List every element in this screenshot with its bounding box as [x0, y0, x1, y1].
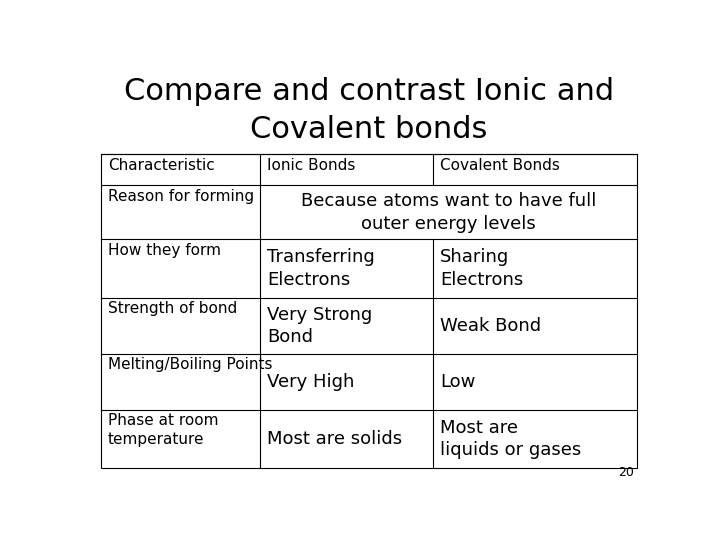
Bar: [101, 154, 636, 468]
Text: Sharing
Electrons: Sharing Electrons: [440, 248, 523, 289]
Text: Very High: Very High: [267, 373, 354, 391]
Text: Characteristic: Characteristic: [108, 158, 215, 172]
Text: Compare and contrast Ionic and
Covalent bonds: Compare and contrast Ionic and Covalent …: [124, 77, 614, 145]
Text: Low: Low: [440, 373, 475, 391]
Text: How they form: How they form: [108, 243, 221, 258]
Text: Covalent Bonds: Covalent Bonds: [440, 158, 559, 172]
Text: Ionic Bonds: Ionic Bonds: [267, 158, 355, 172]
Text: Most are
liquids or gases: Most are liquids or gases: [440, 419, 581, 459]
Text: Melting/Boiling Points: Melting/Boiling Points: [108, 357, 272, 372]
Text: Weak Bond: Weak Bond: [440, 317, 541, 335]
Text: Strength of bond: Strength of bond: [108, 301, 237, 316]
Text: Because atoms want to have full
outer energy levels: Because atoms want to have full outer en…: [301, 192, 596, 233]
Text: Phase at room
temperature: Phase at room temperature: [108, 413, 218, 447]
Text: Reason for forming: Reason for forming: [108, 188, 254, 204]
Text: Very Strong
Bond: Very Strong Bond: [267, 306, 372, 346]
Text: Most are solids: Most are solids: [267, 430, 402, 448]
Text: 20: 20: [618, 465, 634, 478]
Text: Transferring
Electrons: Transferring Electrons: [267, 248, 374, 289]
